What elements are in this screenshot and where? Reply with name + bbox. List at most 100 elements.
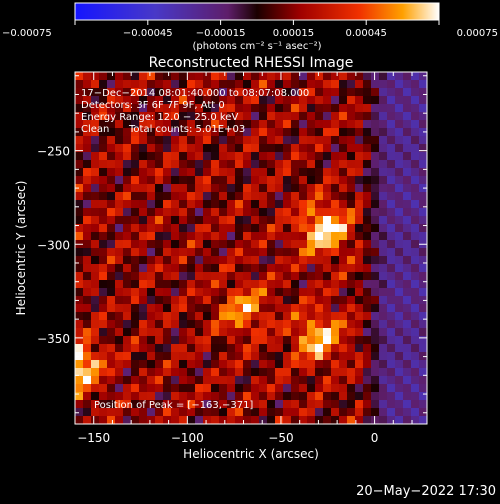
heatmap-cell: [355, 160, 364, 169]
heatmap-cell: [99, 416, 108, 424]
heatmap-cell: [355, 344, 364, 353]
x-tick-label: −50: [268, 431, 293, 445]
heatmap-cell: [307, 152, 316, 161]
heatmap-cell: [387, 192, 396, 201]
heatmap-cell: [323, 80, 332, 89]
heatmap-cell: [299, 248, 308, 257]
heatmap-cell: [395, 360, 404, 369]
heatmap-cell: [131, 184, 140, 193]
heatmap-cell: [267, 224, 276, 233]
heatmap-cell: [323, 152, 332, 161]
heatmap-cell: [123, 80, 132, 89]
heatmap-cell: [291, 200, 300, 209]
heatmap-cell: [251, 136, 260, 145]
heatmap-cell: [387, 72, 396, 81]
heatmap-cell: [379, 192, 388, 201]
heatmap-cell: [307, 128, 316, 137]
heatmap-cell: [211, 240, 220, 249]
heatmap-cell: [347, 80, 356, 89]
heatmap-cell: [291, 304, 300, 313]
heatmap-cell: [211, 312, 220, 321]
heatmap-cell: [83, 192, 92, 201]
heatmap-cell: [315, 72, 324, 81]
heatmap-cell: [163, 144, 172, 153]
heatmap-cell: [355, 368, 364, 377]
heatmap-cell: [107, 352, 116, 361]
heatmap-cell: [331, 344, 340, 353]
heatmap-cell: [251, 120, 260, 129]
heatmap-cell: [211, 368, 220, 377]
heatmap-cell: [147, 360, 156, 369]
heatmap-cell: [203, 280, 212, 289]
heatmap-cell: [275, 200, 284, 209]
heatmap-cell: [83, 136, 92, 145]
heatmap-cell: [179, 336, 188, 345]
heatmap-cell: [107, 384, 116, 393]
heatmap-cell: [99, 208, 108, 217]
heatmap-cell: [379, 400, 388, 409]
heatmap-cell: [403, 392, 412, 401]
heatmap-cell: [283, 288, 292, 297]
heatmap-cell: [75, 304, 84, 313]
heatmap-cell: [243, 128, 252, 137]
heatmap-cell: [219, 136, 228, 145]
heatmap-cell: [315, 312, 324, 321]
heatmap-cell: [395, 192, 404, 201]
heatmap-cell: [371, 312, 380, 321]
heatmap-cell: [355, 200, 364, 209]
heatmap-cell: [131, 384, 140, 393]
heatmap-cell: [179, 392, 188, 401]
heatmap-cell: [115, 360, 124, 369]
x-tick-label: −150: [77, 431, 110, 445]
heatmap-cell: [307, 232, 316, 241]
heatmap-cell: [299, 136, 308, 145]
heatmap-cell: [363, 248, 372, 257]
heatmap-cell: [163, 80, 172, 89]
heatmap-cell: [259, 112, 268, 121]
heatmap-cell: [419, 232, 427, 241]
heatmap-cell: [203, 256, 212, 265]
heatmap-cell: [243, 88, 252, 97]
heatmap-cell: [395, 304, 404, 313]
heatmap-cell: [139, 88, 148, 97]
heatmap-cell: [379, 256, 388, 265]
heatmap-cell: [155, 216, 164, 225]
heatmap-cell: [283, 216, 292, 225]
heatmap-cell: [131, 72, 140, 81]
heatmap-cell: [419, 248, 427, 257]
heatmap-cell: [315, 232, 324, 241]
heatmap-cell: [171, 208, 180, 217]
heatmap-cell: [307, 88, 316, 97]
heatmap-cell: [171, 304, 180, 313]
heatmap-cell: [347, 304, 356, 313]
heatmap-cell: [203, 128, 212, 137]
heatmap-cell: [275, 392, 284, 401]
heatmap-cell: [307, 144, 316, 153]
heatmap-cell: [387, 232, 396, 241]
heatmap-cell: [155, 152, 164, 161]
heatmap-cell: [419, 312, 427, 321]
heatmap-cell: [275, 256, 284, 265]
heatmap-cell: [211, 144, 220, 153]
heatmap-cell: [211, 128, 220, 137]
heatmap-cell: [139, 168, 148, 177]
heatmap-cell: [307, 168, 316, 177]
heatmap-cell: [379, 352, 388, 361]
heatmap-cell: [347, 128, 356, 137]
heatmap-cell: [363, 296, 372, 305]
heatmap-cell: [283, 328, 292, 337]
heatmap-cell: [347, 176, 356, 185]
heatmap-cell: [387, 400, 396, 409]
heatmap-cell: [283, 160, 292, 169]
heatmap-cell: [339, 328, 348, 337]
heatmap-cell: [195, 336, 204, 345]
heatmap-cell: [395, 376, 404, 385]
heatmap-cell: [251, 96, 260, 105]
heatmap-cell: [379, 312, 388, 321]
heatmap-cell: [99, 200, 108, 209]
heatmap-cell: [291, 408, 300, 417]
heatmap-cell: [91, 304, 100, 313]
heatmap-cell: [283, 264, 292, 273]
heatmap-cell: [187, 248, 196, 257]
heatmap-cell: [187, 376, 196, 385]
